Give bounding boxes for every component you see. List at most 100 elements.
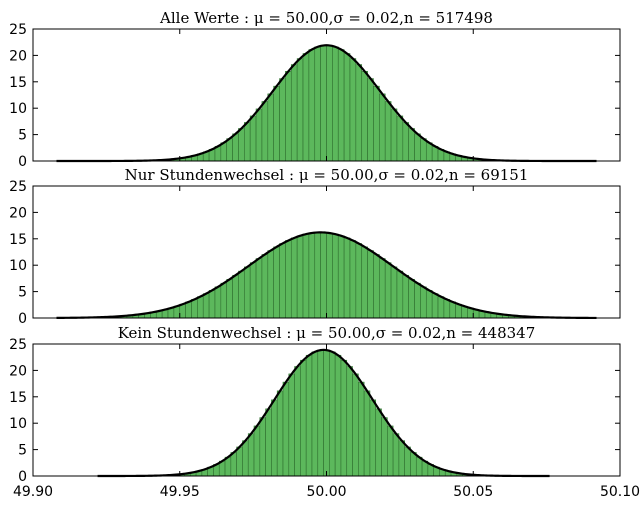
histogram-bar — [323, 349, 330, 477]
histogram-bar — [363, 390, 371, 477]
histogram-bar — [290, 237, 298, 319]
histogram-bar — [253, 425, 261, 477]
histogram-bar — [398, 440, 405, 477]
histogram-bar — [369, 399, 377, 477]
histogram-bar — [267, 250, 274, 319]
histogram-bar — [384, 262, 392, 319]
histogram-bar — [431, 293, 439, 319]
y-tick-label: 5 — [18, 285, 27, 301]
y-tick-label: 10 — [9, 258, 27, 274]
histogram-bar — [214, 286, 222, 319]
histogram-bar — [300, 359, 307, 477]
histogram-bar — [236, 446, 243, 477]
histogram-bar — [311, 351, 319, 477]
histogram-bar — [373, 85, 380, 162]
x-tick-label: 50.05 — [453, 484, 493, 500]
histogram-bar — [238, 128, 245, 162]
histogram-bar — [443, 299, 451, 319]
y-tick-label: 20 — [9, 363, 27, 379]
histogram-bar — [414, 133, 421, 162]
histogram-bar — [425, 290, 433, 319]
y-tick-label: 10 — [9, 101, 27, 117]
histogram-bar — [282, 381, 290, 477]
y-tick-label: 0 — [18, 311, 27, 327]
y-tick-label: 25 — [9, 337, 27, 353]
y-tick-label: 15 — [9, 75, 27, 91]
histogram-bar — [276, 390, 284, 477]
y-tick-label: 15 — [9, 232, 27, 248]
histogram-bar — [261, 101, 269, 162]
chart-title: Nur Stundenwechsel : μ = 50.00,σ = 0.02,… — [125, 166, 529, 184]
histogram-bar — [261, 254, 269, 319]
histogram-bar — [255, 258, 263, 319]
histogram-bar — [305, 354, 313, 477]
histogram-bar — [326, 45, 333, 162]
histogram-bar — [273, 246, 280, 319]
histogram-bar — [271, 399, 278, 477]
histogram-bar — [273, 85, 280, 162]
histogram-bar — [244, 122, 251, 162]
histogram-bar — [343, 237, 351, 319]
histogram-bar — [249, 262, 257, 319]
histogram-bar — [402, 122, 409, 162]
histogram-bar — [326, 232, 333, 319]
histogram-bar — [302, 53, 310, 162]
histogram-bar — [226, 278, 233, 319]
histogram-bar — [420, 138, 427, 162]
histogram-bar — [334, 354, 342, 477]
histogram-bar — [358, 381, 365, 477]
histogram-bar — [346, 366, 353, 477]
histogram-bar — [414, 282, 421, 319]
histogram-bar — [285, 240, 292, 319]
histogram-bar — [420, 286, 427, 319]
histogram-bar — [343, 53, 351, 162]
y-tick-label: 5 — [18, 128, 27, 144]
histogram-bar — [455, 303, 462, 319]
histogram-bar — [320, 45, 327, 162]
histogram-bar — [290, 64, 298, 162]
histogram-bar — [185, 301, 192, 319]
histogram-bar — [390, 266, 398, 319]
histogram-bar — [361, 71, 368, 162]
y-tick-label: 0 — [18, 154, 27, 170]
histogram-bar — [244, 266, 251, 319]
x-tick-label: 49.95 — [160, 484, 200, 500]
x-tick-label: 50.10 — [600, 484, 640, 500]
histogram-bar — [288, 373, 295, 477]
histogram-bar — [332, 46, 339, 162]
histogram-bar — [279, 78, 286, 162]
y-tick-label: 25 — [9, 22, 27, 38]
y-tick-label: 0 — [18, 469, 27, 485]
histogram-bar — [396, 115, 404, 162]
histogram-bar — [220, 142, 228, 162]
histogram-bar — [232, 133, 239, 162]
normal-fit-curve — [97, 348, 550, 478]
y-tick-label: 25 — [9, 179, 27, 195]
histogram-bar — [437, 296, 445, 319]
histogram-bar — [302, 233, 310, 319]
histogram-bar — [224, 456, 232, 477]
histogram-bar — [425, 142, 433, 162]
histogram-bar — [247, 433, 255, 477]
histogram-bar — [197, 296, 204, 319]
histogram-bar — [349, 240, 357, 319]
histogram-bar — [294, 366, 301, 477]
histogram-bar — [279, 243, 286, 319]
y-tick-label: 10 — [9, 416, 27, 432]
histogram-bar — [220, 282, 228, 319]
histogram-bar — [296, 235, 304, 319]
y-tick-label: 20 — [9, 205, 27, 221]
histogram-bar — [381, 417, 388, 477]
normal-fit-curve — [56, 231, 597, 320]
histogram-bar — [226, 138, 233, 162]
histogram-bar — [317, 349, 324, 477]
histogram-bar — [320, 232, 327, 319]
histogram-bar — [191, 299, 198, 319]
histogram-bar — [367, 250, 374, 319]
histogram-bar — [332, 233, 339, 319]
histogram-bar — [314, 232, 321, 319]
histogram-bar — [337, 235, 345, 319]
histogram-bar — [379, 93, 386, 162]
histogram-bar — [255, 108, 263, 162]
